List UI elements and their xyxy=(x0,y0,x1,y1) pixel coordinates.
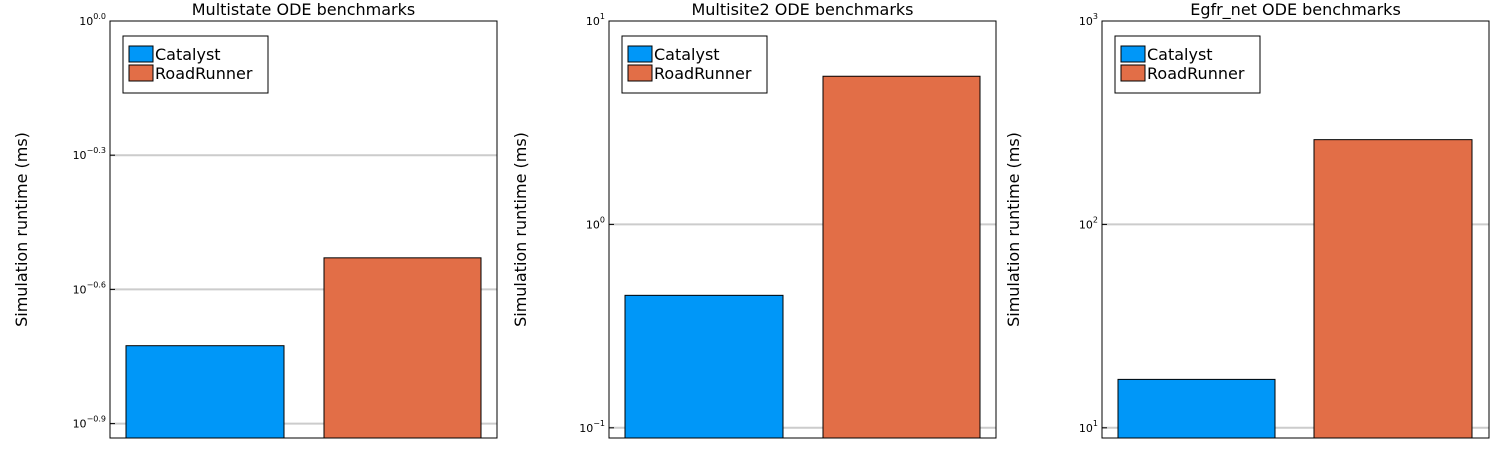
bar-roadrunner xyxy=(822,75,981,439)
y-tick-label: 10−1 xyxy=(579,419,605,435)
legend-label-catalyst: Catalyst xyxy=(155,45,221,64)
y-tick-label: 101 xyxy=(1079,419,1098,435)
y-tick-label: 102 xyxy=(1079,215,1098,231)
chart-panel-1: 100.0 10−0.3 10−0.6 10−0.9 Multistate ODE be… xyxy=(12,0,498,439)
plot-frame xyxy=(1101,20,1490,439)
plot-frame xyxy=(608,20,997,439)
y-tick-label: 101 xyxy=(586,12,605,28)
chart-panel-2: 101 100 10−1 Multisite2 ODE benchmarks Simul… xyxy=(511,0,997,439)
y-axis-label: Simulation runtime (ms) xyxy=(12,132,31,327)
y-tick-label: 103 xyxy=(1079,12,1098,28)
legend-swatch-catalyst xyxy=(1120,45,1146,63)
bar-roadrunner xyxy=(323,257,482,439)
legend-swatch-roadrunner xyxy=(627,64,653,82)
y-axis-label: Simulation runtime (ms) xyxy=(511,132,530,327)
legend-swatch-roadrunner xyxy=(1120,64,1146,82)
legend-label-roadrunner: RoadRunner xyxy=(1147,64,1245,83)
chart-title: Multistate ODE benchmarks xyxy=(192,0,415,19)
y-tick-label: 10−0.9 xyxy=(73,415,106,431)
plot-frame xyxy=(109,20,498,439)
legend-swatch-catalyst xyxy=(128,45,154,63)
y-tick-label: 10−0.6 xyxy=(73,280,106,296)
y-tick-label: 100.0 xyxy=(79,12,106,28)
legend-label-roadrunner: RoadRunner xyxy=(155,64,253,83)
legend-swatch-roadrunner xyxy=(128,64,154,82)
bar-roadrunner xyxy=(1313,139,1473,439)
y-tick-label: 10−0.3 xyxy=(73,146,106,162)
bar-catalyst xyxy=(125,345,285,439)
legend-label-roadrunner: RoadRunner xyxy=(654,64,752,83)
chart-title: Egfr_net ODE benchmarks xyxy=(1190,0,1401,20)
bar-catalyst xyxy=(624,294,784,439)
y-tick-label: 100 xyxy=(586,215,605,231)
y-axis-label: Simulation runtime (ms) xyxy=(1004,132,1023,327)
legend-label-catalyst: Catalyst xyxy=(654,45,720,64)
chart-title: Multisite2 ODE benchmarks xyxy=(691,0,913,19)
legend-label-catalyst: Catalyst xyxy=(1147,45,1213,64)
legend-swatch-catalyst xyxy=(627,45,653,63)
chart-panel-3: 103 102 101 Egfr_net ODE benchmarks Simulati… xyxy=(1004,0,1490,439)
bar-catalyst xyxy=(1117,378,1276,439)
